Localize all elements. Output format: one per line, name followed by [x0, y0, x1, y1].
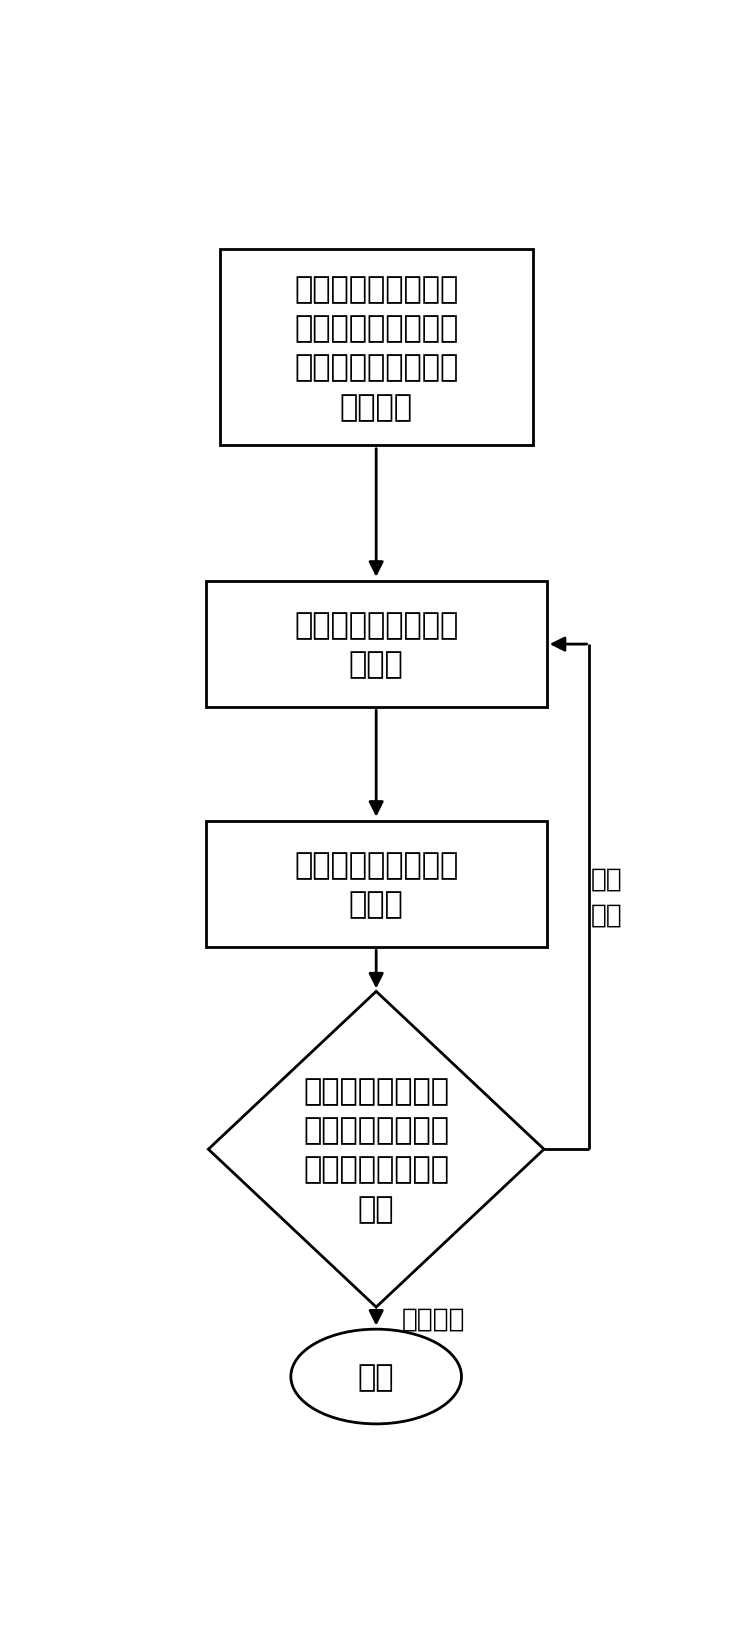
Polygon shape — [208, 992, 544, 1308]
Bar — [206, 821, 547, 947]
Text: 更新各类别对应的聚
类中心: 更新各类别对应的聚 类中心 — [294, 851, 458, 918]
Text: 最大最小距离法确定
训练集样本类别数目
和各类别对应的初始
聚类中心: 最大最小距离法确定 训练集样本类别数目 和各类别对应的初始 聚类中心 — [294, 275, 458, 421]
Text: 结束: 结束 — [358, 1362, 394, 1392]
Bar — [206, 582, 547, 708]
Text: 小于阈值: 小于阈值 — [401, 1306, 465, 1331]
Text: 计算新的聚类中心
对应的目标函数与
前一轮目标函数的
差值: 计算新的聚类中心 对应的目标函数与 前一轮目标函数的 差值 — [303, 1077, 449, 1223]
Ellipse shape — [291, 1329, 462, 1424]
Bar — [219, 251, 533, 446]
Text: 计算训练集样本的分
布权重: 计算训练集样本的分 布权重 — [294, 611, 458, 679]
Text: 大于
阈值: 大于 阈值 — [591, 865, 622, 928]
